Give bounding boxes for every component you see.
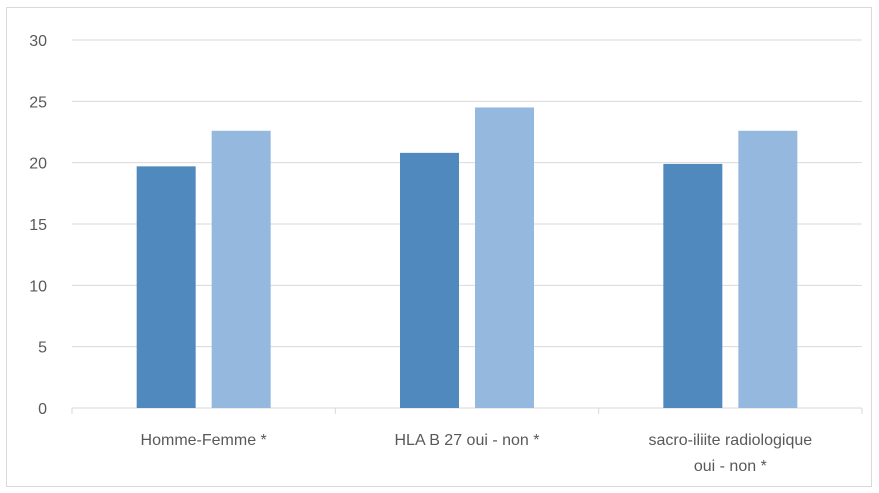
y-tick-label: 15 — [29, 217, 47, 234]
bar-series1-cat2 — [400, 152, 459, 408]
x-tick-label: Homme-Femme * — [141, 432, 267, 449]
x-tick-label: HLA B 27 oui - non * — [395, 432, 540, 449]
x-tick-label: oui - non * — [694, 458, 767, 475]
bar-series1-cat1 — [136, 166, 196, 408]
y-tick-label: 25 — [29, 94, 47, 111]
x-tick-label: sacro-iliite radiologique — [649, 432, 813, 449]
y-tick-label: 10 — [29, 278, 47, 295]
bar-series2-cat1 — [211, 130, 271, 409]
bar-series2-cat3 — [738, 130, 798, 409]
y-tick-label: 30 — [29, 33, 47, 50]
bar-series1-cat3 — [663, 163, 723, 408]
y-tick-label: 0 — [38, 401, 47, 418]
bar-series2-cat2 — [475, 107, 534, 408]
y-tick-label: 5 — [38, 340, 47, 357]
y-tick-label: 20 — [29, 156, 47, 173]
